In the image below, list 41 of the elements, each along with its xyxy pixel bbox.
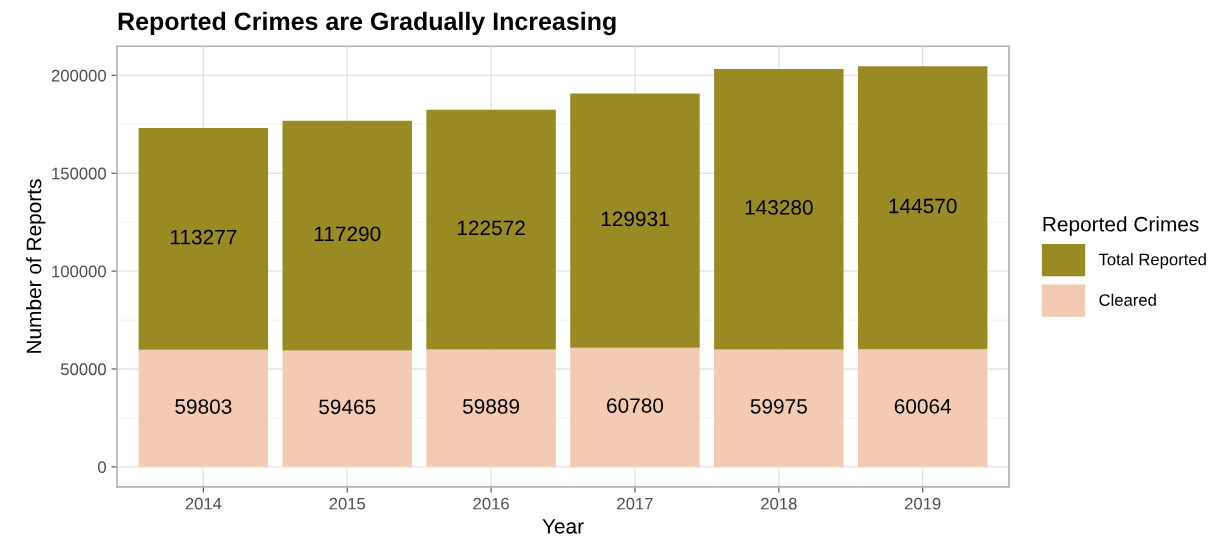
x-tick-label: 2015 [329,497,366,510]
bar [570,347,700,467]
bar [282,350,412,467]
bar [426,109,556,350]
data-label: 60780 [607,398,664,413]
data-label: 143280 [745,200,813,215]
bar [857,66,988,350]
data-label: 59889 [462,399,520,414]
data-label: 144570 [889,198,957,214]
data-label: 59803 [175,399,232,414]
x-tick-label: 2018 [761,497,797,510]
y-axis-title: Number of Reports [26,179,46,353]
data-label: 117290 [314,226,381,242]
bar [282,120,412,351]
bar [714,349,844,467]
bar [138,349,269,467]
bar [138,128,269,350]
y-tick-label: 0 [98,461,106,474]
data-label: 113277 [170,229,237,245]
legend-label: Cleared [1099,293,1156,306]
y-tick-label: 50000 [60,363,106,376]
bar [857,349,988,467]
data-label: 129931 [601,211,669,227]
x-axis-title: Year [542,519,584,534]
x-tick-label: 2016 [473,497,509,510]
chart-title: Reported Crimes are Gradually Increasing [118,11,616,36]
data-label: 59975 [750,398,807,414]
bar [426,349,556,467]
data-label: 60064 [894,398,952,414]
bar [570,93,700,348]
y-tick-label: 100000 [52,265,106,278]
data-label: 122572 [457,220,525,236]
data-label: 59465 [319,399,376,415]
x-tick-label: 2017 [617,497,653,510]
legend-label: Total Reported [1098,253,1206,269]
y-tick-label: 200000 [51,69,106,82]
legend-title: Reported Crimes [1043,216,1199,236]
x-tick-label: 2014 [185,497,222,510]
y-tick-label: 150000 [52,167,106,180]
bar [714,68,844,350]
x-tick-label: 2019 [904,497,941,510]
